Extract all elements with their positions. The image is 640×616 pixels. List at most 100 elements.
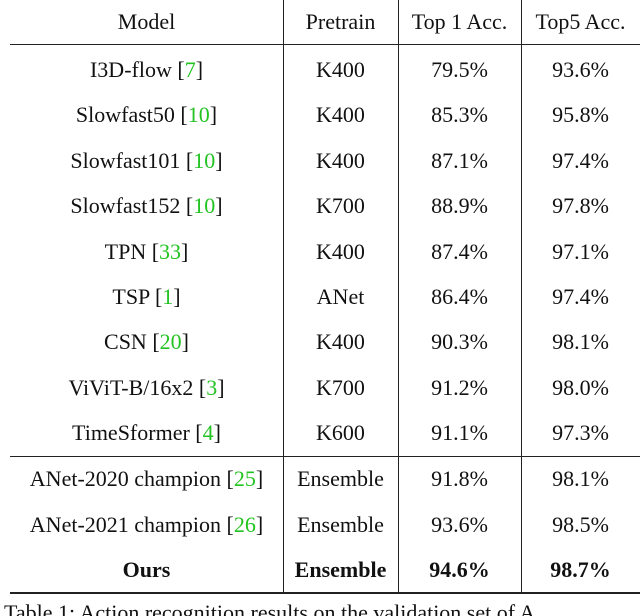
model-cell: I3D-flow xyxy=(89,57,172,82)
caption: Table 1: Action recognition results on t… xyxy=(4,600,536,616)
table-cell: 91.1% xyxy=(398,418,521,448)
table-cell: Slowfast152 [10] xyxy=(10,191,283,221)
table-cell: 90.3% xyxy=(398,327,521,357)
top1-cell: 94.6% xyxy=(429,556,490,582)
top5-cell: 98.1% xyxy=(552,329,609,355)
header-cell: Top5 Acc. xyxy=(535,9,626,34)
table-cell: K600 xyxy=(283,418,398,448)
top1-cell: 91.1% xyxy=(431,420,488,446)
table-cell: K400 xyxy=(283,146,398,176)
table-cell: Top 1 Acc. xyxy=(398,7,521,37)
top1-cell: 86.4% xyxy=(431,284,488,309)
model-cell: ANet-2021 champion xyxy=(29,511,222,537)
model-cell: Slowfast101 xyxy=(70,147,181,173)
bracket: [ xyxy=(221,511,234,537)
top1-cell: 93.6% xyxy=(431,511,488,537)
top5-cell: 95.8% xyxy=(552,102,609,128)
bracket: ] xyxy=(181,329,189,355)
table-cell: 94.6% xyxy=(398,555,521,585)
table-cell: 97.1% xyxy=(521,237,640,267)
bracket: ] xyxy=(217,374,225,400)
citation: 25 xyxy=(233,466,256,492)
table-cell: 87.4% xyxy=(398,237,521,267)
top1-cell: 85.3% xyxy=(431,102,488,128)
citation: 10 xyxy=(193,193,216,219)
table-cell: 97.3% xyxy=(521,418,640,448)
table-cell: 87.1% xyxy=(398,146,521,176)
table-cell: 88.9% xyxy=(398,191,521,221)
pretrain-cell: K700 xyxy=(316,193,365,219)
top1-cell: 87.1% xyxy=(431,147,488,173)
table-cell: K400 xyxy=(283,100,398,130)
bracket: ] xyxy=(173,284,181,309)
model-cell: ANet-2020 champion xyxy=(29,466,222,492)
citation: 10 xyxy=(187,102,210,128)
table-cell: 98.0% xyxy=(521,373,640,403)
top5-cell: 98.0% xyxy=(552,374,609,400)
citation: 33 xyxy=(159,238,182,264)
pretrain-cell: K400 xyxy=(316,238,365,264)
top1-cell: 79.5% xyxy=(431,57,488,82)
table-cell: Ensemble xyxy=(283,510,398,540)
header-cell: Pretrain xyxy=(305,9,376,34)
citation: 20 xyxy=(159,329,182,355)
rule xyxy=(10,455,640,457)
bracket: ] xyxy=(255,511,264,537)
model-cell: CSN xyxy=(104,329,147,355)
model-cell: Ours xyxy=(122,556,171,582)
table-cell: Ours xyxy=(10,555,283,585)
pretrain-cell: Ensemble xyxy=(297,511,384,537)
table-cell: 85.3% xyxy=(398,100,521,130)
table-cell: Pretrain xyxy=(283,7,398,37)
pretrain-cell: ANet xyxy=(316,284,365,309)
top5-cell: 98.5% xyxy=(552,511,609,537)
model-cell: TimeSformer xyxy=(72,420,190,446)
top1-cell: 88.9% xyxy=(431,193,488,219)
pretrain-cell: Ensemble xyxy=(297,466,384,492)
col-rule xyxy=(283,0,284,593)
table-cell: 98.7% xyxy=(521,555,640,585)
table-cell: K400 xyxy=(283,327,398,357)
citation: 4 xyxy=(202,420,214,446)
top5-cell: 97.3% xyxy=(552,420,609,446)
table-cell: Ensemble xyxy=(283,555,398,585)
table-cell: K700 xyxy=(283,373,398,403)
bracket: ] xyxy=(255,466,264,492)
bracket: [ xyxy=(146,329,160,355)
top5-cell: 97.4% xyxy=(552,147,609,173)
table-cell: ANet-2020 champion [25] xyxy=(10,464,283,494)
pretrain-cell: K400 xyxy=(316,329,365,355)
table-cell: Slowfast101 [10] xyxy=(10,146,283,176)
table-cell: K400 xyxy=(283,55,398,85)
table-cell: 97.4% xyxy=(521,282,640,312)
table-cell: ViViT-B/16x2 [3] xyxy=(10,373,283,403)
top5-cell: 98.7% xyxy=(550,556,611,582)
table-cell: 93.6% xyxy=(398,510,521,540)
bracket: [ xyxy=(189,420,203,446)
table-cell: TPN [33] xyxy=(10,237,283,267)
table-cell: 98.1% xyxy=(521,327,640,357)
model-cell: ViViT-B/16x2 xyxy=(68,374,194,400)
table-cell: Ensemble xyxy=(283,464,398,494)
pretrain-cell: K400 xyxy=(316,57,365,82)
citation: 7 xyxy=(184,57,196,82)
table-cell: ANet xyxy=(283,282,398,312)
pretrain-cell: K700 xyxy=(316,374,365,400)
col-rule xyxy=(521,0,522,593)
bracket: ] xyxy=(215,147,223,173)
model-cell: TSP xyxy=(112,284,150,309)
header-cell: Top 1 Acc. xyxy=(411,9,508,34)
pretrain-cell: K400 xyxy=(316,147,365,173)
top5-cell: 98.1% xyxy=(552,466,609,492)
bracket: [ xyxy=(171,57,185,82)
table-cell: Top5 Acc. xyxy=(521,7,640,37)
citation: 3 xyxy=(206,374,218,400)
bracket: [ xyxy=(149,284,163,309)
table-cell: K700 xyxy=(283,191,398,221)
model-cell: Slowfast50 xyxy=(75,102,175,128)
top1-cell: 91.8% xyxy=(431,466,488,492)
table-cell: 86.4% xyxy=(398,282,521,312)
top1-cell: 90.3% xyxy=(431,329,488,355)
table-cell: 97.4% xyxy=(521,146,640,176)
